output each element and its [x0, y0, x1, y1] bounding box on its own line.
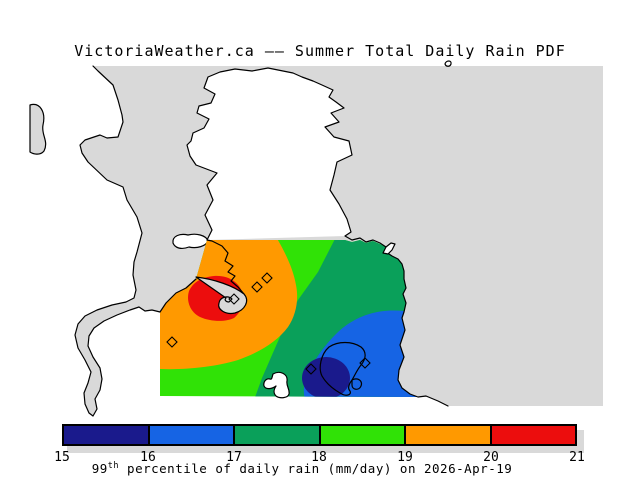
station-marker-diamond	[228, 293, 240, 305]
station-marker-diamond	[166, 336, 178, 348]
small-island-south	[263, 371, 290, 399]
inlet-islet	[172, 233, 209, 249]
colorbar-tick: 17	[226, 450, 242, 465]
colorbar-segment	[491, 426, 575, 444]
station-marker-diamond	[359, 357, 371, 369]
colorbar-tick: 16	[140, 450, 156, 465]
caption-text: percentile of daily rain (mm/day) on 202…	[119, 461, 513, 477]
colorbar-tick: 18	[311, 450, 327, 465]
colorbar	[62, 424, 577, 446]
caption-superscript: th	[107, 461, 120, 471]
colorbar-caption: 99th percentile of daily rain (mm/day) o…	[0, 461, 604, 476]
colorbar-tick: 20	[483, 450, 499, 465]
station-marker-diamond	[251, 281, 263, 293]
contour-15-16	[302, 357, 350, 397]
colorbar-segment	[149, 426, 235, 444]
colorbar-tick: 19	[397, 450, 413, 465]
colorbar-segment	[320, 426, 406, 444]
colorbar-tick: 15	[54, 450, 70, 465]
tiny-islet-north	[444, 60, 452, 67]
coastline-victoria	[206, 239, 245, 295]
lake-outline	[319, 341, 366, 396]
peninsula-land	[186, 67, 353, 241]
colorbar-tick: 21	[569, 450, 585, 465]
lake-outline-lobe	[351, 378, 363, 390]
figure-title: VictoriaWeather.ca —— Summer Total Daily…	[74, 42, 566, 60]
coastline-west	[74, 65, 197, 417]
station-marker-diamond	[261, 272, 273, 284]
coastline-east	[344, 235, 449, 407]
colorbar-segment	[406, 426, 492, 444]
coastal-spit	[382, 242, 396, 255]
caption-value: 99	[91, 461, 108, 477]
station-marker-diamond	[305, 363, 317, 375]
colorbar-segment	[64, 426, 150, 444]
station-markers	[166, 272, 371, 375]
lake-west-edge	[29, 103, 47, 155]
colorbar-segment	[235, 426, 321, 444]
